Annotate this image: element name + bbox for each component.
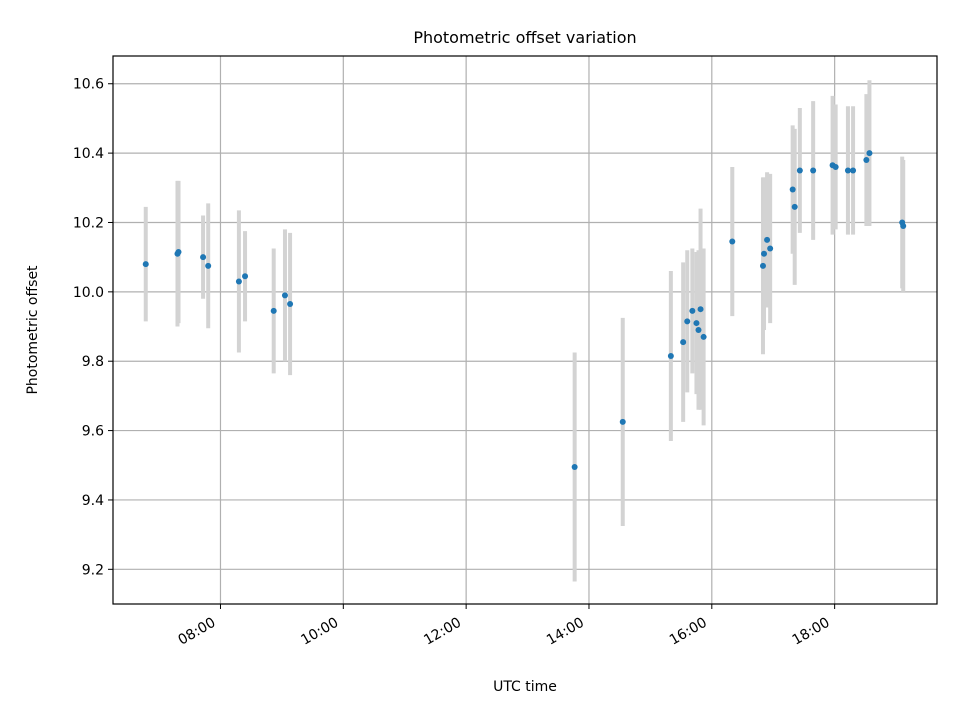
data-point	[767, 245, 774, 252]
y-tick-label: 10.4	[73, 146, 104, 162]
data-point	[697, 306, 704, 313]
y-tick-label: 9.6	[82, 424, 104, 440]
y-tick-label: 10.0	[73, 285, 104, 301]
data-point	[235, 278, 242, 285]
data-point	[287, 300, 294, 307]
data-point	[270, 307, 277, 314]
data-point	[684, 318, 691, 325]
data-point	[850, 167, 857, 174]
y-axis-label: Photometric offset	[25, 265, 41, 395]
data-point	[764, 236, 771, 243]
y-tick-label: 10.6	[73, 77, 104, 93]
data-point	[844, 167, 851, 174]
y-tick-label: 9.8	[82, 354, 104, 370]
y-axis: 9.2 9.4 9.6 9.8 10.0 10.2 10.4 10.6	[73, 77, 113, 578]
data-point	[810, 167, 817, 174]
data-point	[205, 262, 212, 269]
data-point	[571, 464, 578, 470]
data-point	[667, 353, 674, 360]
data-point	[693, 320, 700, 327]
data-point	[900, 222, 907, 229]
data-point	[729, 238, 736, 245]
data-point	[832, 163, 839, 170]
y-tick-label: 9.2	[82, 562, 104, 578]
data-point	[791, 203, 798, 210]
data-point	[680, 339, 687, 346]
data-points	[142, 150, 907, 470]
data-point	[242, 273, 249, 280]
data-point	[761, 250, 768, 257]
plot-area-frame	[112, 55, 938, 605]
data-point	[619, 418, 626, 425]
data-point	[789, 186, 796, 193]
data-point	[689, 307, 696, 314]
data-point	[200, 254, 207, 261]
y-tick-label: 9.4	[82, 493, 104, 509]
data-point	[175, 248, 182, 255]
data-point	[759, 262, 766, 269]
data-point	[695, 327, 702, 333]
data-point	[142, 261, 149, 268]
data-point	[863, 157, 870, 164]
y-tick-label: 10.2	[73, 215, 104, 231]
data-point	[281, 292, 288, 299]
data-point	[700, 333, 707, 340]
data-point	[866, 150, 873, 157]
x-axis-label: UTC time	[493, 679, 557, 695]
data-point	[796, 167, 803, 174]
chart-title: Photometric offset variation	[413, 28, 636, 47]
